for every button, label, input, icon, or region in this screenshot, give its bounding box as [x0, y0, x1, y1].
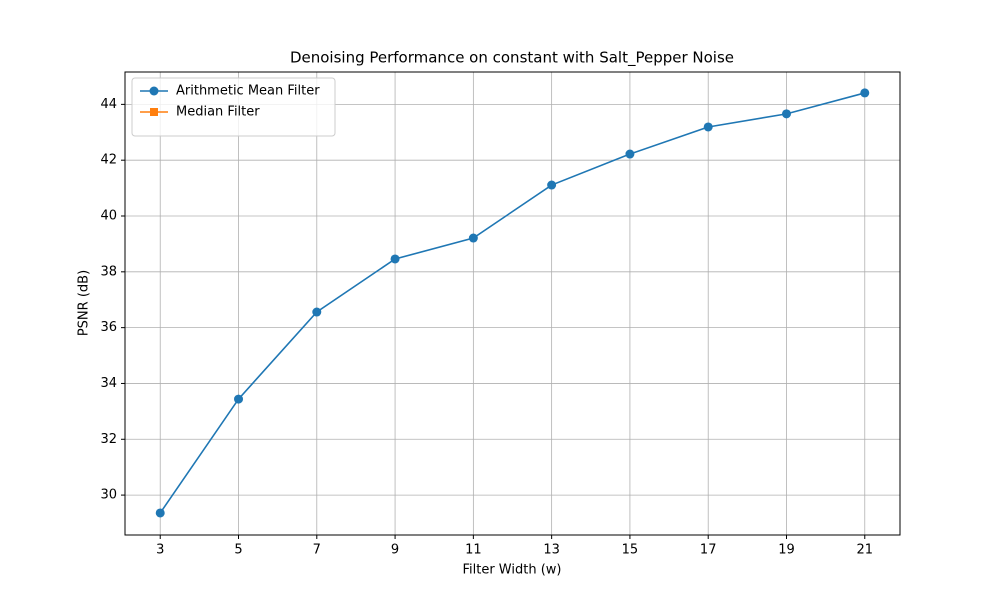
- y-tick-label: 36: [100, 320, 117, 335]
- marker: [547, 180, 557, 190]
- marker: [625, 149, 635, 159]
- marker: [860, 88, 870, 98]
- marker: [155, 508, 165, 518]
- legend: Arithmetic Mean Filter Median Filter: [131, 77, 336, 137]
- x-tick-label: 9: [391, 543, 399, 558]
- plot-frame: [124, 71, 901, 536]
- marker: [390, 254, 400, 264]
- x-tick-label: 3: [156, 543, 164, 558]
- y-tick-label: 38: [100, 264, 117, 279]
- x-tick-label: 21: [856, 543, 873, 558]
- x-tick-label: 11: [465, 543, 482, 558]
- y-tick-label: 44: [100, 97, 117, 112]
- x-tick-label: 17: [700, 543, 717, 558]
- legend-box: [131, 77, 336, 137]
- y-tick-label: 32: [100, 432, 117, 447]
- x-axis-label: Filter Width (w): [462, 563, 561, 578]
- y-tick-label: 40: [100, 209, 117, 224]
- x-tick-label: 15: [622, 543, 639, 558]
- x-tick-label: 13: [543, 543, 560, 558]
- marker: [781, 109, 791, 119]
- y-tick-label: 42: [100, 153, 117, 168]
- y-tick-label: 30: [100, 488, 117, 503]
- legend-label: Arithmetic Mean Filter: [176, 84, 320, 99]
- marker: [312, 307, 322, 317]
- marker: [468, 233, 478, 243]
- legend-label: Median Filter: [176, 105, 260, 120]
- y-axis-label: PSNR (dB): [77, 270, 92, 336]
- chart-title: Denoising Performance on constant with S…: [290, 49, 734, 68]
- x-tick-label: 5: [234, 543, 242, 558]
- marker: [149, 86, 159, 96]
- marker: [234, 394, 244, 404]
- series-line: [159, 92, 865, 514]
- marker: [150, 108, 158, 116]
- marker: [703, 122, 713, 132]
- x-tick-label: 7: [313, 543, 321, 558]
- y-tick-label: 34: [100, 376, 117, 391]
- x-tick-label: 19: [778, 543, 795, 558]
